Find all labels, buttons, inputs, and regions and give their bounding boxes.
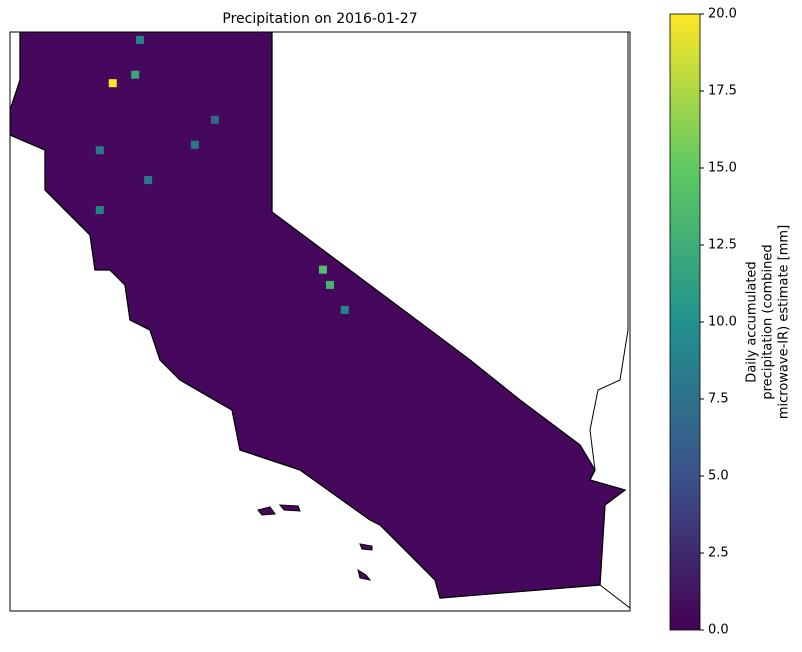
california (10, 32, 627, 599)
precip-cell (210, 115, 219, 124)
precip-cell (340, 305, 349, 314)
island (357, 568, 372, 581)
precip-cell (131, 70, 140, 79)
colorbar-label: microwave-IR) estimate [mm] (777, 225, 792, 419)
chart-title: Precipitation on 2016-01-27 (222, 11, 417, 27)
precip-cell (326, 280, 335, 289)
colorbar (669, 13, 701, 631)
colorbar-label: precipitation (combined (761, 244, 776, 399)
colorbar-tick-label: 17.5 (708, 84, 737, 99)
colorbar-tick-label: 0.0 (708, 623, 729, 638)
precip-cell (144, 176, 153, 185)
island (359, 543, 373, 551)
island (257, 506, 276, 516)
colorbar-tick-label: 20.0 (708, 7, 737, 22)
precip-cell (318, 265, 327, 274)
colorbar-tick-label: 7.5 (708, 392, 729, 407)
map-frame (9, 31, 631, 612)
precip-cell (135, 35, 144, 44)
border (599, 584, 630, 609)
colorbar-tick-label: 10.0 (708, 315, 737, 330)
cells (95, 35, 349, 314)
precip-cell (190, 140, 199, 149)
colorbar-tick-label: 12.5 (708, 238, 737, 253)
colorbar-tick-label: 5.0 (708, 469, 729, 484)
map (10, 32, 630, 609)
precip-cell (95, 205, 104, 214)
precip-cell (95, 146, 104, 155)
border (589, 32, 629, 471)
colorbar-tick-label: 2.5 (708, 546, 729, 561)
precip-cell (108, 79, 117, 88)
colorbar-label: Daily accumulated (745, 261, 760, 382)
island (278, 504, 301, 512)
colorbar-tick-label: 15.0 (708, 161, 737, 176)
